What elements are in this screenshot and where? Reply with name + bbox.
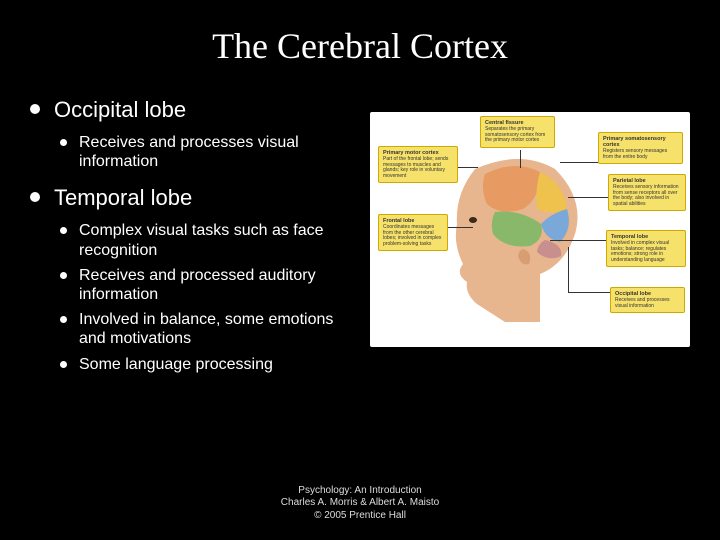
leader-line [568, 292, 610, 293]
footer-line2: Charles A. Morris & Albert A. Maisto [0, 497, 720, 510]
leader-line [458, 167, 478, 168]
label-central-fissure: Central fissure Separates the primary so… [480, 116, 555, 148]
lvl2-label: Receives and processes visual informatio… [79, 133, 355, 171]
slide: The Cerebral Cortex Occipital lobe Recei… [0, 0, 720, 540]
label-occipital: Occipital lobe Receives and processes vi… [610, 287, 685, 313]
list-item: Occipital lobe Receives and processes vi… [30, 97, 355, 171]
label-primary-motor: Primary motor cortex Part of the frontal… [378, 146, 458, 183]
bullet-icon [30, 192, 40, 202]
label-primary-somato: Primary somatosensory cortex Registers s… [598, 132, 683, 164]
label-body: Receives sensory information from sense … [613, 184, 679, 207]
label-parietal: Parietal lobe Receives sensory informati… [608, 174, 686, 211]
sub-list: Receives and processes visual informatio… [60, 133, 355, 171]
footer-line1: Psychology: An Introduction [0, 485, 720, 498]
label-body: Receives and processes visual informatio… [615, 297, 669, 309]
leader-line [560, 162, 598, 163]
label-body: Involved in complex visual tasks; balanc… [611, 240, 669, 263]
label-frontal: Frontal lobe Coordinates messages from t… [378, 214, 448, 251]
lvl1-label: Occipital lobe [54, 97, 186, 123]
footer: Psychology: An Introduction Charles A. M… [0, 485, 720, 523]
bullet-icon [60, 361, 67, 368]
label-body: Registers sensory messages from the enti… [603, 148, 667, 160]
lvl2-label: Some language processing [79, 355, 273, 374]
content-row: Occipital lobe Receives and processes vi… [30, 97, 690, 388]
label-body: Coordinates messages from the other cere… [383, 224, 441, 247]
leader-line [550, 240, 606, 241]
sub-list: Complex visual tasks such as face recogn… [60, 221, 355, 373]
list-item: Involved in balance, some emotions and m… [60, 310, 355, 348]
label-temporal: Temporal lobe Involved in complex visual… [606, 230, 686, 267]
leader-line [520, 150, 521, 168]
list-item: Receives and processed auditory informat… [60, 266, 355, 304]
list-item: Some language processing [60, 355, 355, 374]
leader-line [568, 197, 608, 198]
lvl2-label: Complex visual tasks such as face recogn… [79, 221, 355, 259]
slide-title: The Cerebral Cortex [30, 25, 690, 67]
eye-icon [469, 217, 477, 223]
bullet-list: Occipital lobe Receives and processes vi… [30, 97, 355, 374]
leader-line [448, 227, 473, 228]
brain-svg [445, 154, 600, 324]
bullet-icon [30, 104, 40, 114]
brain-diagram: Central fissure Separates the primary so… [370, 112, 690, 347]
text-column: Occipital lobe Receives and processes vi… [30, 97, 355, 388]
leader-line [568, 247, 569, 292]
figure-column: Central fissure Separates the primary so… [370, 97, 690, 388]
list-item: Complex visual tasks such as face recogn… [60, 221, 355, 259]
bullet-icon [60, 316, 67, 323]
lvl2-label: Receives and processed auditory informat… [79, 266, 355, 304]
label-title: Primary somatosensory cortex [603, 136, 678, 148]
list-item: Receives and processes visual informatio… [60, 133, 355, 171]
footer-line3: © 2005 Prentice Hall [0, 510, 720, 523]
label-body: Separates the primary somatosensory cort… [485, 126, 545, 143]
label-body: Part of the frontal lobe; sends messages… [383, 156, 448, 179]
list-item: Temporal lobe Complex visual tasks such … [30, 185, 355, 373]
lvl1-label: Temporal lobe [54, 185, 192, 211]
bullet-icon [60, 272, 67, 279]
lvl2-label: Involved in balance, some emotions and m… [79, 310, 355, 348]
bullet-icon [60, 227, 67, 234]
bullet-icon [60, 139, 67, 146]
